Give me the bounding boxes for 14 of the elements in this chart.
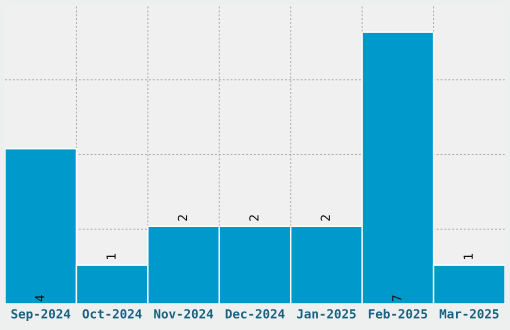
x-tick-label: Oct-2024 <box>82 309 142 319</box>
x-tick-label: Feb-2025 <box>368 308 428 319</box>
data-label: 1 <box>106 254 116 260</box>
data-label: 1 <box>464 254 473 260</box>
x-tick-label: Jan-2025 <box>296 309 356 319</box>
x-tick-label: Dec-2024 <box>226 309 285 319</box>
data-label: 4 <box>35 295 44 302</box>
data-label: 2 <box>178 215 188 221</box>
data-label: 2 <box>249 215 258 221</box>
data-label: 2 <box>320 215 330 221</box>
x-tick-label: Sep-2024 <box>11 309 70 321</box>
x-tick-label: Mar-2025 <box>440 309 499 319</box>
x-tick-label: Nov-2024 <box>154 309 214 319</box>
data-label: 7 <box>392 295 402 302</box>
